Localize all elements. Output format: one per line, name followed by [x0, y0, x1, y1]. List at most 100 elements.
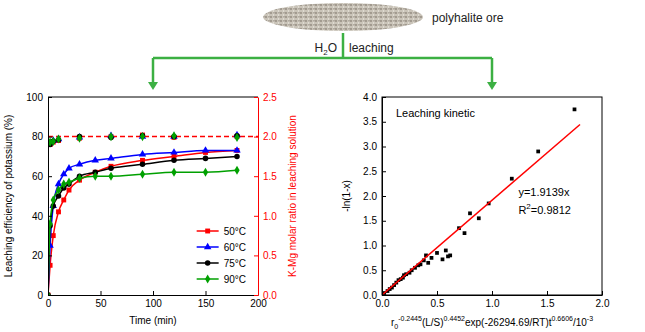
marker	[139, 150, 146, 156]
subscript: 0	[394, 323, 398, 330]
arrow-line	[491, 58, 494, 84]
axis-line	[258, 98, 259, 296]
x-axis-title: Time (min)	[129, 315, 176, 326]
marker	[171, 131, 176, 140]
axis: 0.00.51.01.52.0	[376, 291, 610, 309]
y-axis-title: -ln(1-x)	[341, 180, 352, 212]
marker	[77, 134, 82, 143]
marker	[441, 257, 445, 261]
tick-mark	[206, 291, 207, 295]
legend-item: 75°C	[197, 258, 246, 269]
series-line	[48, 150, 237, 295]
tick-mark	[101, 291, 102, 295]
tick-mark	[48, 97, 52, 98]
tick-label: 20	[32, 250, 44, 261]
marker	[60, 170, 67, 176]
tick: 0.0	[254, 290, 277, 301]
tick: 4.0	[363, 92, 386, 103]
tick-mark	[437, 291, 438, 295]
marker	[463, 231, 467, 235]
tick: 0	[37, 290, 52, 301]
tick: 2.5	[363, 166, 386, 177]
ore-label: polyhalite ore	[432, 11, 504, 25]
marker	[435, 251, 439, 255]
chart-efficiency: 0501001502000204060801000.00.51.01.52.02…	[3, 92, 298, 326]
tick-mark	[382, 221, 386, 222]
tick: 1.5	[254, 171, 277, 182]
tick: 2.0	[363, 191, 386, 202]
marker	[234, 154, 240, 160]
tick-mark	[382, 270, 386, 271]
marker	[140, 170, 145, 179]
marker	[65, 164, 72, 170]
tick-label: 1.0	[263, 211, 277, 222]
series-line	[48, 150, 237, 295]
tick: 0.5	[254, 250, 277, 261]
legend: 50°C60°C75°C90°C	[197, 226, 246, 285]
marker	[426, 261, 430, 265]
tick: 40	[32, 211, 52, 222]
text-part: y=1.9139x	[518, 186, 570, 198]
marker	[510, 177, 514, 181]
marker	[92, 156, 99, 162]
marker	[140, 132, 145, 141]
plot-marks	[48, 131, 258, 295]
legend-label: 75°C	[224, 258, 246, 269]
series-line	[48, 170, 237, 295]
marker	[430, 256, 434, 260]
process-label: leaching	[349, 41, 394, 55]
tick: 50	[95, 291, 107, 309]
axis-line	[383, 295, 603, 296]
tick-mark	[48, 295, 52, 296]
series-line	[382, 124, 580, 295]
text-part: exp(-26294.69/RT)t	[465, 317, 552, 328]
marker	[107, 154, 114, 160]
tick-mark	[547, 291, 548, 295]
ore-image	[263, 3, 423, 31]
tick-label: 1.5	[541, 298, 555, 309]
marker	[234, 133, 239, 142]
tick-mark	[382, 97, 386, 98]
tick-mark	[382, 122, 386, 123]
legend-label: 90°C	[224, 274, 246, 285]
text-part: O	[328, 41, 337, 55]
tick: 2.0	[596, 291, 610, 309]
tick-mark	[254, 97, 258, 98]
tick-label: 1.0	[486, 298, 500, 309]
y2-axis-title: K-Mg molar ratio in leaching solution	[287, 115, 298, 277]
legend-item: 90°C	[197, 274, 246, 285]
tick-mark	[254, 295, 258, 296]
tick-label: 40	[32, 211, 44, 222]
tick-label: 0	[37, 290, 43, 301]
tick-label: 50	[95, 298, 107, 309]
tick-label: 60	[32, 171, 44, 182]
chart-kinetic: 0.00.51.01.52.00.00.51.01.52.02.53.03.54…	[341, 92, 610, 330]
tick-label: 0.5	[263, 250, 277, 261]
tick: 1.0	[363, 240, 386, 251]
legend-label: 60°C	[224, 242, 246, 253]
marker	[203, 168, 208, 177]
tick-mark	[48, 137, 52, 138]
tick: 3.5	[363, 116, 386, 127]
tick-mark	[382, 147, 386, 148]
legend-marker	[204, 243, 211, 249]
superscript: 0.6606	[552, 315, 574, 322]
tick: 20	[32, 250, 52, 261]
tick-mark	[48, 216, 52, 217]
marker	[202, 146, 209, 152]
marker	[93, 172, 98, 181]
arrow-head	[487, 82, 497, 90]
axis: 0.00.51.01.52.02.5	[254, 92, 277, 301]
annotation: R2=0.9812	[518, 202, 570, 216]
tick-label: 3.0	[363, 141, 377, 152]
tick: 2.5	[254, 92, 277, 103]
tick-label: 4.0	[363, 92, 377, 103]
tick-mark	[254, 255, 258, 256]
arrow-line	[153, 57, 492, 60]
annotation: y=1.9139x	[518, 186, 570, 198]
x-axis-title: r0-0.2445(L/S)0.4452exp(-26294.69/RT)t0.…	[391, 315, 593, 330]
marker	[108, 166, 114, 172]
tick: 80	[32, 131, 52, 142]
marker	[203, 156, 209, 162]
marker	[61, 198, 66, 203]
